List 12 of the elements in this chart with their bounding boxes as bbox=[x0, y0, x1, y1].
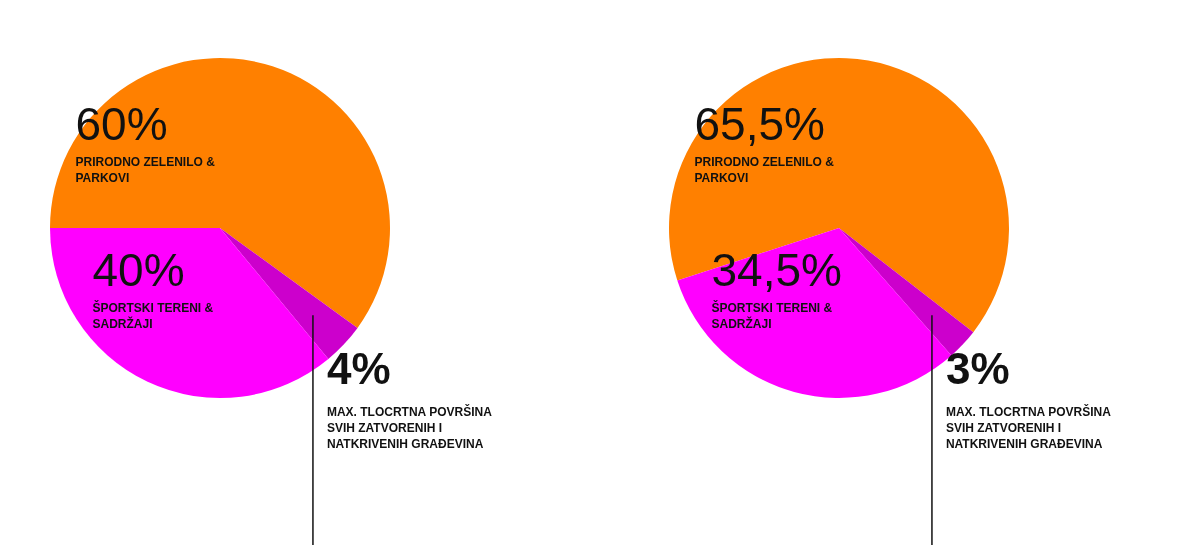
slice-label: PRIRODNO ZELENILO & PARKOVI bbox=[694, 154, 835, 185]
data-label: 4% bbox=[326, 344, 391, 394]
data-label: 60% bbox=[75, 97, 168, 150]
slice-label: MAX. TLOCRTNA POVRŠINA SVIH ZATVORENIH I NATKRIVENIH GRAĐEVINA bbox=[326, 404, 493, 452]
slice-label: ŠPORTSKI TERENI & SADRŽAJI bbox=[711, 299, 833, 331]
slice-label: PRIRODNO ZELENILO & PARKOVI bbox=[75, 154, 216, 185]
text: 40% bbox=[92, 243, 185, 296]
slice-label: MAX. TLOCRTNA POVRŠINA SVIH ZATVORENIH I NATKRIVENIH GRAĐEVINA bbox=[945, 404, 1112, 452]
data-label: 65,5% bbox=[694, 97, 825, 150]
text: 34,5% bbox=[711, 243, 842, 296]
slice-label: ŠPORTSKI TERENI & SADRŽAJI bbox=[92, 299, 214, 331]
data-label: 3% bbox=[945, 344, 1010, 394]
